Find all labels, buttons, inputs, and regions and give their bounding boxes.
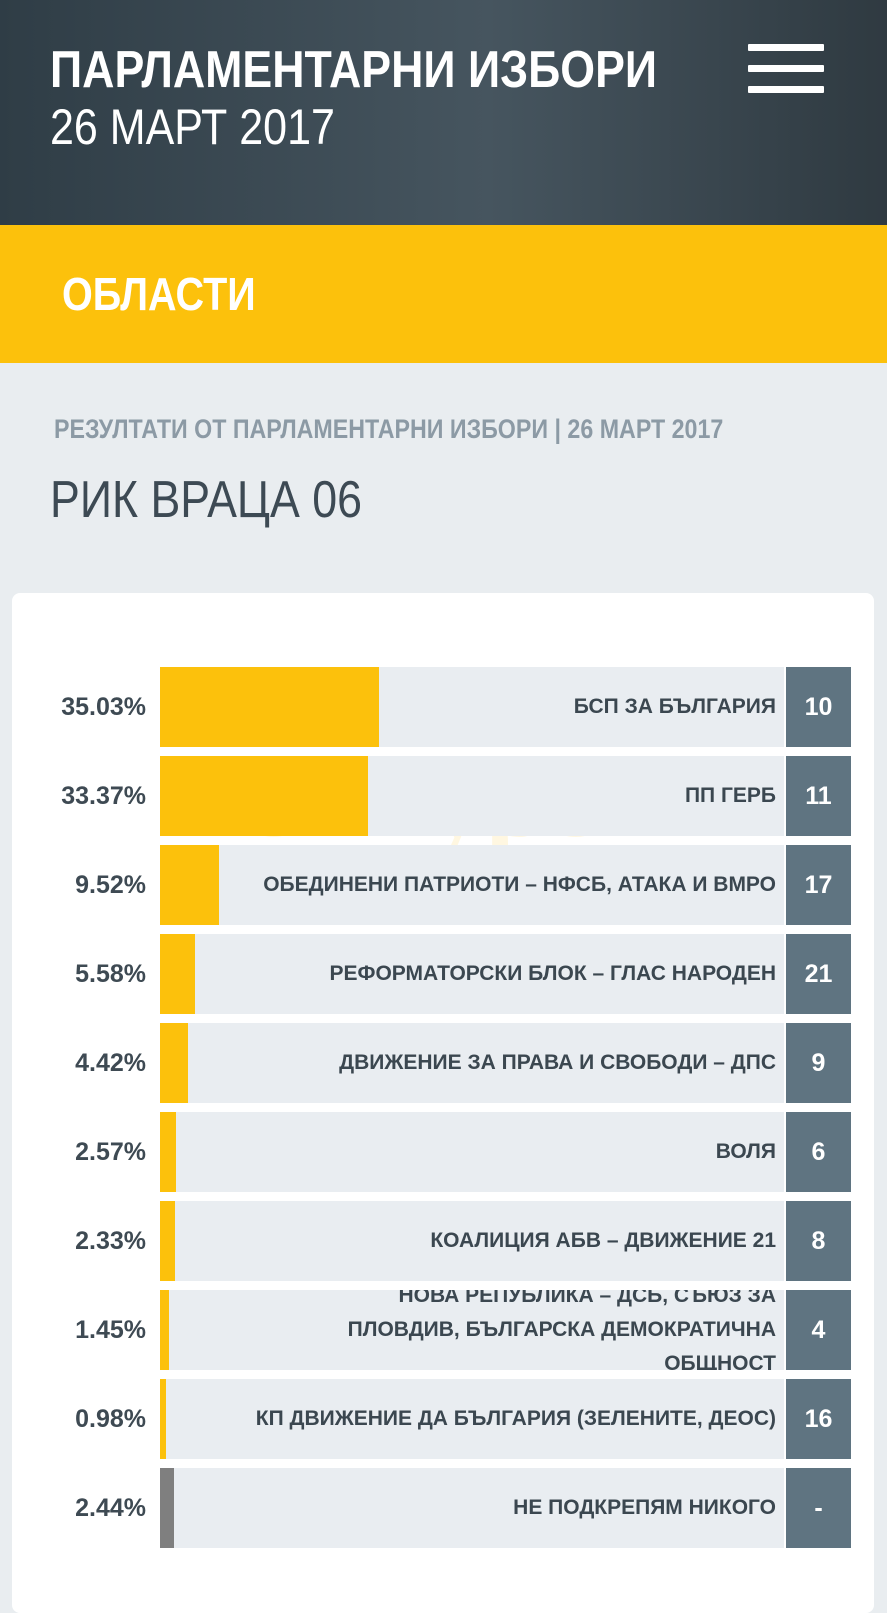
result-bar-track: ОБЕДИНЕНИ ПАТРИОТИ – НФСБ, АТАКА И ВМРО: [160, 845, 784, 925]
result-percent: 33.37%: [61, 782, 146, 810]
party-name: БСП ЗА БЪЛГАРИЯ: [573, 695, 776, 718]
result-bar-fill: [160, 1023, 188, 1103]
region-title: РИК ВРАЦА 06: [50, 471, 363, 529]
result-bar-fill: [160, 1201, 175, 1281]
result-percent: 2.33%: [75, 1227, 146, 1255]
result-bar-track: НЕ ПОДКРЕПЯМ НИКОГО: [160, 1468, 784, 1548]
result-row[interactable]: 0.98% КП ДВИЖЕНИЕ ДА БЪЛГАРИЯ (ЗЕЛЕНИТЕ, …: [0, 1379, 887, 1459]
result-percent: 2.44%: [75, 1494, 146, 1522]
result-row[interactable]: 33.37% ПП ГЕРБ 11: [0, 756, 887, 836]
result-percent: 0.98%: [75, 1405, 146, 1433]
result-percent: 4.42%: [75, 1049, 146, 1077]
result-row[interactable]: 2.33% КОАЛИЦИЯ АБВ – ДВИЖЕНИЕ 21 8: [0, 1201, 887, 1281]
result-row[interactable]: 2.57% ВОЛЯ 6: [0, 1112, 887, 1192]
result-row[interactable]: 1.45% НОВА РЕПУБЛИКА – ДСБ, СЪЮЗ ЗА ПЛОВД…: [0, 1290, 887, 1370]
ballot-number: 17: [786, 845, 851, 925]
result-row[interactable]: 35.03% БСП ЗА БЪЛГАРИЯ 10: [0, 667, 887, 747]
ballot-number: 10: [786, 667, 851, 747]
result-bar-track: НОВА РЕПУБЛИКА – ДСБ, СЪЮЗ ЗА ПЛОВДИВ, Б…: [160, 1290, 784, 1370]
party-name: НЕ ПОДКРЕПЯМ НИКОГО: [513, 1496, 776, 1519]
ballot-number: 9: [786, 1023, 851, 1103]
result-bar-fill: [160, 756, 368, 836]
result-bar-track: РЕФОРМАТОРСКИ БЛОК – ГЛАС НАРОДЕН: [160, 934, 784, 1014]
party-name: ПП ГЕРБ: [684, 784, 776, 807]
result-bar-track: КП ДВИЖЕНИЕ ДА БЪЛГАРИЯ (ЗЕЛЕНИТЕ, ДЕОС): [160, 1379, 784, 1459]
ballot-number: 16: [786, 1379, 851, 1459]
result-bar-fill: [160, 934, 195, 1014]
result-percent: 35.03%: [61, 693, 146, 721]
result-bar-fill: [160, 1379, 166, 1459]
result-bar-fill: [160, 845, 219, 925]
ballot-number: 6: [786, 1112, 851, 1192]
ballot-number: 8: [786, 1201, 851, 1281]
ballot-number: 21: [786, 934, 851, 1014]
ballot-number: -: [786, 1468, 851, 1548]
result-bar-track: ДВИЖЕНИЕ ЗА ПРАВА И СВОБОДИ – ДПС: [160, 1023, 784, 1103]
result-percent: 9.52%: [75, 871, 146, 899]
result-row[interactable]: 5.58% РЕФОРМАТОРСКИ БЛОК – ГЛАС НАРОДЕН 21: [0, 934, 887, 1014]
result-percent: 5.58%: [75, 960, 146, 988]
result-bar-track: КОАЛИЦИЯ АБВ – ДВИЖЕНИЕ 21: [160, 1201, 784, 1281]
ballot-number: 11: [786, 756, 851, 836]
result-percent: 1.45%: [75, 1316, 146, 1344]
party-name: ОБЕДИНЕНИ ПАТРИОТИ – НФСБ, АТАКА И ВМРО: [263, 873, 776, 896]
party-name: РЕФОРМАТОРСКИ БЛОК – ГЛАС НАРОДЕН: [329, 962, 776, 985]
ballot-number: 4: [786, 1290, 851, 1370]
party-name: ВОЛЯ: [715, 1140, 776, 1163]
party-name: ДВИЖЕНИЕ ЗА ПРАВА И СВОБОДИ – ДПС: [339, 1051, 776, 1074]
result-bar-fill: [160, 1468, 174, 1548]
result-bar-track: ПП ГЕРБ: [160, 756, 784, 836]
result-percent: 2.57%: [75, 1138, 146, 1166]
party-name: КОАЛИЦИЯ АБВ – ДВИЖЕНИЕ 21: [430, 1229, 776, 1252]
header-date: 26 МАРТ 2017: [50, 99, 335, 155]
result-row[interactable]: 2.44% НЕ ПОДКРЕПЯМ НИКОГО -: [0, 1468, 887, 1548]
section-band: ОБЛАСТИ: [0, 225, 887, 363]
party-name: КП ДВИЖЕНИЕ ДА БЪЛГАРИЯ (ЗЕЛЕНИТЕ, ДЕОС): [255, 1407, 776, 1430]
result-row[interactable]: 9.52% ОБЕДИНЕНИ ПАТРИОТИ – НФСБ, АТАКА И …: [0, 845, 887, 925]
section-label[interactable]: ОБЛАСТИ: [62, 268, 256, 320]
header-title: ПАРЛАМЕНТАРНИ ИЗБОРИ: [50, 41, 658, 99]
result-bar-fill: [160, 1290, 169, 1370]
hamburger-menu-icon[interactable]: [748, 44, 824, 94]
result-row[interactable]: 4.42% ДВИЖЕНИЕ ЗА ПРАВА И СВОБОДИ – ДПС 9: [0, 1023, 887, 1103]
result-bar-track: БСП ЗА БЪЛГАРИЯ: [160, 667, 784, 747]
party-name: НОВА РЕПУБЛИКА – ДСБ, СЪЮЗ ЗА ПЛОВДИВ, Б…: [347, 1290, 776, 1370]
result-bar-track: ВОЛЯ: [160, 1112, 784, 1192]
result-bar-fill: [160, 1112, 176, 1192]
app-header: ПАРЛАМЕНТАРНИ ИЗБОРИ 26 МАРТ 2017: [0, 0, 887, 225]
result-bar-fill: [160, 667, 379, 747]
results-subheading: РЕЗУЛТАТИ ОТ ПАРЛАМЕНТАРНИ ИЗБОРИ | 26 М…: [54, 414, 724, 444]
